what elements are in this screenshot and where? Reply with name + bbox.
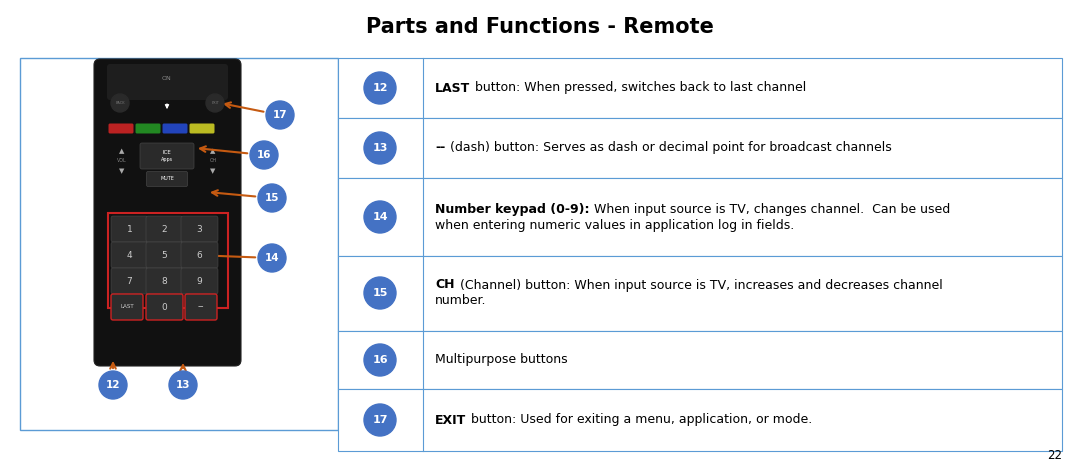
Text: 6: 6 [197,250,202,259]
FancyBboxPatch shape [21,58,338,430]
Text: LAST: LAST [120,304,134,310]
Text: when entering numeric values in application log in fields.: when entering numeric values in applicat… [435,218,794,231]
Text: ▼: ▼ [211,168,216,174]
Text: 2: 2 [162,225,167,234]
Text: 14: 14 [265,253,280,263]
FancyBboxPatch shape [111,268,148,294]
Text: VOL: VOL [117,159,126,163]
Circle shape [206,94,224,112]
Text: EXIT: EXIT [435,414,467,427]
FancyBboxPatch shape [162,124,188,133]
FancyBboxPatch shape [338,178,1062,256]
FancyBboxPatch shape [338,331,1062,389]
Text: Apps: Apps [161,158,173,162]
Circle shape [364,404,396,436]
Text: LAST: LAST [435,82,470,95]
Text: Parts and Functions - Remote: Parts and Functions - Remote [366,17,714,37]
FancyBboxPatch shape [181,242,218,268]
Text: ICE: ICE [163,150,172,154]
Text: CH: CH [435,278,455,292]
Circle shape [111,94,129,112]
Circle shape [364,277,396,309]
FancyBboxPatch shape [181,268,218,294]
FancyBboxPatch shape [338,256,1062,331]
FancyBboxPatch shape [108,213,228,308]
FancyBboxPatch shape [140,143,194,169]
Circle shape [364,72,396,104]
Text: button: When pressed, switches back to last channel: button: When pressed, switches back to l… [471,82,807,95]
Text: --: -- [435,142,445,154]
FancyBboxPatch shape [338,389,1062,451]
FancyBboxPatch shape [108,124,134,133]
Text: When input source is TV, changes channel.  Can be used: When input source is TV, changes channel… [591,202,950,216]
FancyBboxPatch shape [146,268,183,294]
Text: 5: 5 [162,250,167,259]
Text: ▲: ▲ [119,148,124,154]
FancyBboxPatch shape [146,242,183,268]
Circle shape [266,101,294,129]
Text: 3: 3 [197,225,202,234]
Text: ▲: ▲ [211,148,216,154]
Text: Multipurpose buttons: Multipurpose buttons [435,353,568,367]
Text: 13: 13 [176,380,190,390]
Text: Number keypad (0-9):: Number keypad (0-9): [435,202,590,216]
Text: 1: 1 [126,225,133,234]
Text: BACK: BACK [116,101,125,105]
Circle shape [364,201,396,233]
FancyBboxPatch shape [94,59,241,366]
Text: 15: 15 [373,288,388,298]
Text: 14: 14 [373,212,388,222]
Text: 0: 0 [162,303,167,312]
FancyBboxPatch shape [111,216,148,242]
Text: 12: 12 [106,380,120,390]
FancyBboxPatch shape [338,118,1062,178]
Text: (Channel) button: When input source is TV, increases and decreases channel: (Channel) button: When input source is T… [456,278,942,292]
FancyBboxPatch shape [147,171,188,187]
Text: 13: 13 [373,143,388,153]
Circle shape [249,141,278,169]
FancyBboxPatch shape [181,216,218,242]
Text: 16: 16 [373,355,388,365]
FancyBboxPatch shape [111,242,148,268]
FancyBboxPatch shape [111,294,143,320]
Text: number.: number. [435,294,486,307]
Circle shape [168,371,197,399]
FancyBboxPatch shape [135,124,161,133]
Circle shape [258,244,286,272]
Circle shape [99,371,127,399]
Text: (dash) button: Serves as dash or decimal point for broadcast channels: (dash) button: Serves as dash or decimal… [446,142,892,154]
Text: EXIT: EXIT [211,101,219,105]
Circle shape [258,184,286,212]
Text: CH: CH [210,159,217,163]
Text: --: -- [198,303,204,312]
FancyBboxPatch shape [338,58,1062,118]
FancyBboxPatch shape [189,124,215,133]
FancyBboxPatch shape [185,294,217,320]
Text: 16: 16 [257,150,271,160]
FancyBboxPatch shape [107,64,228,100]
FancyBboxPatch shape [146,216,183,242]
Text: 8: 8 [162,276,167,285]
Text: button: Used for exiting a menu, application, or mode.: button: Used for exiting a menu, applica… [468,414,812,427]
Text: MUTE: MUTE [160,177,174,181]
FancyBboxPatch shape [146,294,183,320]
Text: 12: 12 [373,83,388,93]
Circle shape [364,132,396,164]
Text: 17: 17 [373,415,388,425]
Text: 17: 17 [272,110,287,120]
Text: 22: 22 [1047,449,1062,462]
Text: ▼: ▼ [119,168,124,174]
Text: 4: 4 [126,250,133,259]
Text: 7: 7 [126,276,133,285]
Text: 9: 9 [197,276,202,285]
Circle shape [364,344,396,376]
Text: 15: 15 [265,193,280,203]
Text: ON: ON [162,76,172,80]
